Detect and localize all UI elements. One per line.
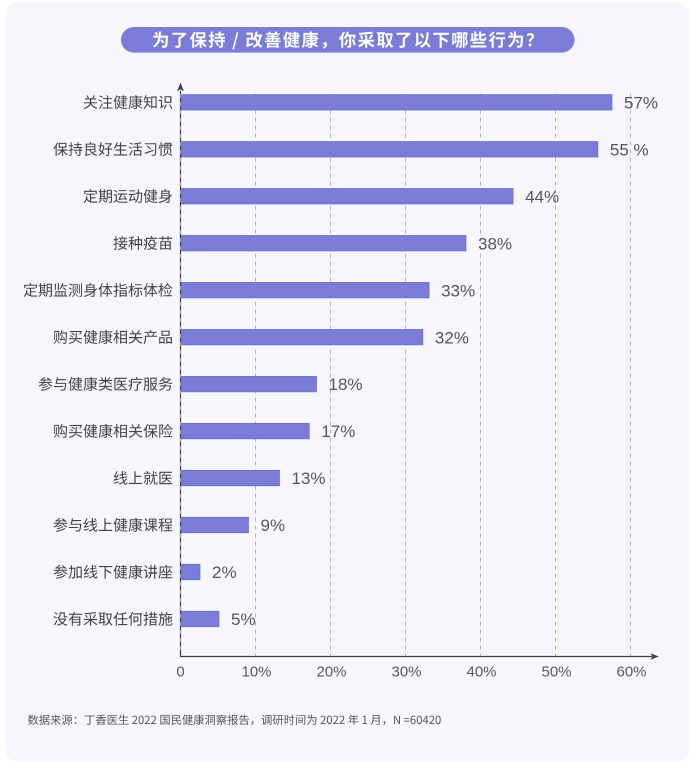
svg-text:57%: 57% [624, 93, 658, 112]
svg-text:0: 0 [176, 663, 184, 680]
svg-text:60%: 60% [616, 663, 646, 680]
svg-text:20%: 20% [316, 663, 346, 680]
svg-text:9%: 9% [261, 516, 286, 535]
svg-text:30%: 30% [391, 663, 421, 680]
svg-text:13%: 13% [292, 469, 326, 488]
svg-text:17%: 17% [321, 422, 355, 441]
svg-text:32%: 32% [435, 328, 469, 347]
svg-text:44%: 44% [525, 187, 559, 206]
svg-text:55 %: 55 % [610, 140, 649, 159]
svg-text:40%: 40% [466, 663, 496, 680]
svg-text:2%: 2% [212, 563, 237, 582]
svg-text:10%: 10% [241, 663, 271, 680]
svg-text:5%: 5% [231, 610, 256, 629]
svg-text:38%: 38% [478, 234, 512, 253]
svg-text:33%: 33% [441, 281, 475, 300]
svg-text:50%: 50% [541, 663, 571, 680]
svg-text:18%: 18% [329, 375, 363, 394]
